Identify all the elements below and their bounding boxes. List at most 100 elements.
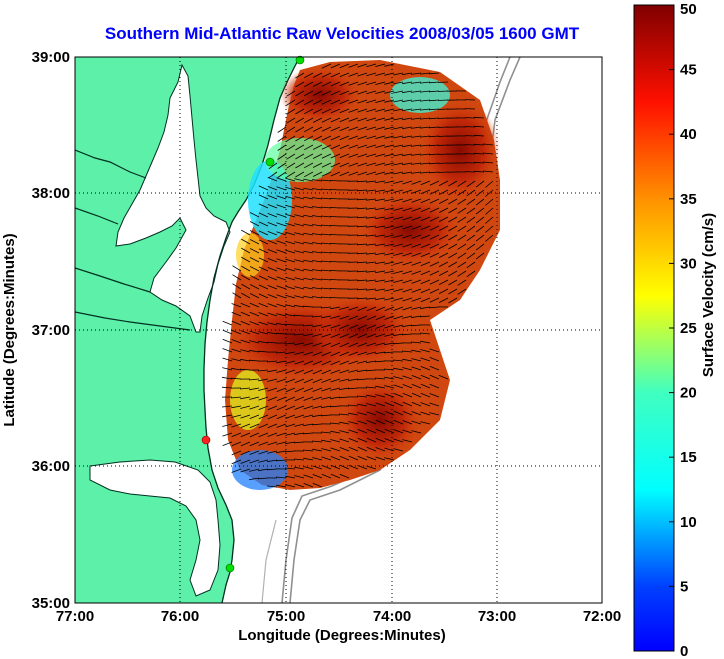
velocity-arrow	[393, 429, 404, 434]
velocity-arrow	[249, 340, 260, 344]
velocity-arrow	[222, 423, 233, 427]
velocity-arrow	[339, 455, 350, 461]
velocity-arrow	[329, 252, 341, 254]
velocity-arrow	[375, 216, 386, 220]
velocity-arrow	[304, 72, 314, 79]
velocity-arrow	[485, 234, 494, 242]
velocity-arrow	[357, 342, 368, 347]
velocity-arrow	[339, 72, 350, 78]
velocity-arrow	[303, 187, 314, 191]
velocity-arrow	[366, 297, 377, 300]
velocity-arrow	[293, 441, 305, 444]
velocity-arrow	[437, 90, 449, 92]
velocity-arrow	[411, 383, 422, 389]
velocity-arrow	[294, 475, 305, 479]
velocity-arrow	[312, 457, 323, 461]
velocity-arrow	[312, 396, 323, 401]
velocity-arrow	[348, 412, 359, 416]
velocity-arrow	[249, 284, 260, 290]
velocity-arrow	[356, 395, 368, 398]
velocity-arrow	[240, 302, 251, 308]
velocity-arrow	[321, 117, 332, 123]
velocity-arrow	[384, 393, 395, 398]
velocity-arrow	[330, 90, 341, 96]
velocity-arrow	[267, 177, 278, 182]
velocity-arrow	[339, 153, 350, 159]
colorbar-label: Surface Velocity (cm/s)	[700, 213, 717, 377]
y-tick-label: 38:00	[32, 185, 70, 202]
velocity-arrow	[221, 405, 233, 408]
velocity-arrow	[356, 243, 368, 246]
velocity-arrow	[339, 342, 350, 348]
velocity-arrow	[303, 474, 314, 479]
velocity-arrow	[375, 180, 386, 184]
velocity-arrow	[222, 348, 233, 353]
velocity-arrow	[240, 320, 251, 326]
velocity-arrow	[284, 342, 296, 345]
velocity-arrow	[348, 446, 359, 452]
velocity-arrow	[384, 234, 395, 238]
y-axis-label: Latitude (Degrees:Minutes)	[1, 233, 18, 426]
velocity-arrow	[321, 108, 332, 114]
velocity-arrow	[485, 180, 494, 188]
station-marker	[265, 157, 275, 167]
velocity-arrow	[321, 456, 332, 461]
velocity-arrow	[375, 333, 386, 338]
velocity-arrow	[348, 342, 359, 348]
velocity-arrow	[375, 261, 386, 265]
velocity-arrow	[285, 222, 296, 227]
velocity-arrow	[330, 464, 341, 470]
velocity-arrow	[285, 378, 296, 383]
velocity-field	[225, 60, 500, 490]
velocity-arrow	[311, 423, 323, 426]
velocity-arrow	[420, 72, 431, 75]
velocity-arrow	[384, 207, 395, 211]
velocity-arrow	[303, 214, 314, 218]
velocity-arrow	[366, 126, 377, 131]
velocity-arrow	[357, 306, 368, 311]
velocity-arrow	[303, 369, 314, 375]
velocity-arrow	[357, 446, 368, 452]
velocity-arrow	[428, 72, 440, 75]
velocity-arrow	[303, 457, 314, 461]
velocity-arrow	[357, 72, 368, 77]
bathymetry-contour	[261, 519, 277, 603]
velocity-arrow	[231, 320, 242, 326]
velocity-arrow	[330, 447, 341, 452]
velocity-arrow	[294, 196, 305, 200]
velocity-arrow	[402, 392, 413, 398]
velocity-arrow	[321, 72, 332, 78]
velocity-arrow	[285, 186, 296, 191]
velocity-arrow	[302, 305, 314, 308]
velocity-arrow	[241, 229, 251, 236]
velocity-arrow	[411, 189, 422, 194]
velocity-arrow	[475, 189, 485, 197]
velocity-arrow	[339, 108, 350, 114]
velocity-arrow	[240, 432, 251, 438]
velocity-arrow	[276, 222, 287, 227]
velocity-arrow	[402, 410, 413, 416]
velocity-arrow	[303, 414, 314, 418]
velocity-arrow	[348, 99, 359, 104]
velocity-arrow	[402, 429, 413, 434]
velocity-arrow	[249, 275, 260, 281]
velocity-arrow	[249, 302, 260, 308]
velocity-arrow	[375, 351, 386, 355]
velocity-arrow	[356, 198, 368, 201]
velocity-arrow	[420, 189, 431, 195]
velocity-arrow	[249, 230, 260, 236]
plot-frame	[74, 56, 603, 604]
velocity-arrow	[393, 108, 404, 112]
velocity-arrow	[276, 387, 287, 392]
velocity-arrow	[320, 306, 332, 309]
velocity-arrow	[438, 234, 449, 240]
velocity-arrow	[457, 252, 467, 259]
velocity-arrow	[348, 108, 359, 113]
velocity-arrow	[258, 331, 269, 335]
velocity-arrow	[294, 369, 305, 374]
velocity-arrow	[448, 297, 458, 304]
velocity-arrow	[330, 108, 341, 114]
velocity-arrow	[258, 203, 269, 209]
velocity-arrow	[402, 243, 413, 248]
velocity-arrow	[285, 396, 296, 402]
